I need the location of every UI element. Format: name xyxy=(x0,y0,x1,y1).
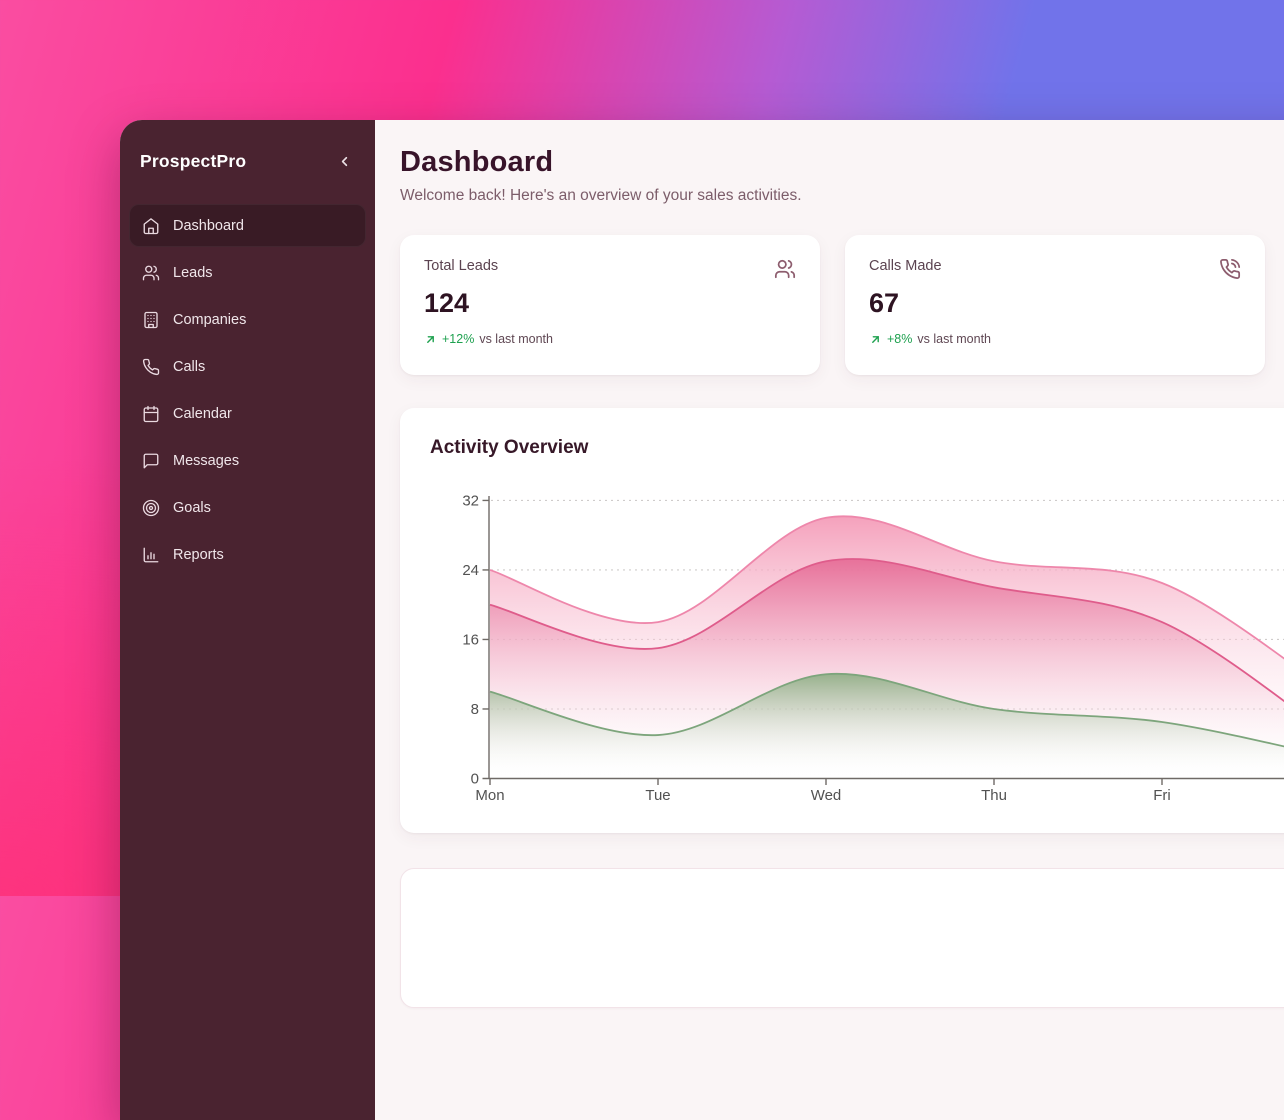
stat-value: 124 xyxy=(424,288,470,318)
x-tick-label: Fri xyxy=(1153,787,1171,804)
y-tick-label: 24 xyxy=(462,562,479,579)
sidebar-header: ProspectPro xyxy=(120,120,375,198)
calendar-icon xyxy=(142,405,160,423)
home-icon xyxy=(142,217,160,235)
y-tick-label: 16 xyxy=(462,631,479,648)
app-window: ProspectPro Dashboard Leads Companies Calls… xyxy=(120,120,1284,1120)
y-tick-label: 0 xyxy=(471,771,479,788)
line-green-area xyxy=(489,672,1284,748)
page-title: Dashboard xyxy=(400,146,554,178)
stat-card-calls-made: Calls Made 67 +8% vs last month xyxy=(845,235,1265,375)
x-tick-label: Wed xyxy=(811,787,842,804)
sidebar-item-companies[interactable]: Companies xyxy=(129,298,366,341)
x-tick-label: Tue xyxy=(645,787,670,804)
line-outer-pink-area xyxy=(489,515,1284,660)
trend-note: vs last month xyxy=(479,332,553,346)
sidebar-item-messages[interactable]: Messages xyxy=(129,439,366,482)
sidebar-item-calendar[interactable]: Calendar xyxy=(129,392,366,435)
x-tick-label: Mon xyxy=(475,787,504,804)
stat-label: Total Leads xyxy=(424,258,499,274)
trend-up-icon xyxy=(424,333,437,346)
sidebar-item-label: Reports xyxy=(173,546,224,563)
activity-overview-card: 0 8 16 24 32 Mon Tue Wed Thu Fri Activity Overvie… xyxy=(400,408,1284,833)
building-icon xyxy=(142,311,160,329)
sidebar-item-dashboard[interactable]: Dashboard xyxy=(129,204,366,247)
sidebar-item-label: Messages xyxy=(173,452,240,469)
activity-chart: 0 8 16 24 32 Mon Tue Wed Thu Fri xyxy=(462,492,1284,804)
sidebar-item-label: Goals xyxy=(173,499,211,516)
sidebar-item-label: Calls xyxy=(173,358,206,375)
sidebar-item-label: Leads xyxy=(173,264,213,281)
stats-row: Total Leads 124 +12% vs last month Calls xyxy=(400,235,1284,375)
x-tick-label: Thu xyxy=(981,787,1007,804)
trend-note: vs last month xyxy=(917,332,992,346)
trend-up-icon xyxy=(869,333,882,346)
sidebar: ProspectPro Dashboard Leads Companies Calls… xyxy=(120,120,375,1120)
y-tick-label: 8 xyxy=(471,701,479,718)
trend-percentage: +12% xyxy=(442,332,475,346)
sidebar-item-goals[interactable]: Goals xyxy=(129,486,366,529)
sidebar-item-calls[interactable]: Calls xyxy=(129,345,366,388)
message-icon xyxy=(142,452,160,470)
chevron-left-icon xyxy=(337,154,352,169)
y-tick-label: 32 xyxy=(462,492,479,509)
sidebar-item-label: Dashboard xyxy=(173,217,244,234)
users-group-icon xyxy=(774,258,796,280)
page-subtitle: Welcome back! Here's an overview of your… xyxy=(400,187,802,204)
chart-title: Activity Overview xyxy=(430,437,589,458)
stat-value: 67 xyxy=(869,288,900,318)
sidebar-item-reports[interactable]: Reports xyxy=(129,533,366,576)
stat-card-total-leads: Total Leads 124 +12% vs last month xyxy=(400,235,820,375)
target-icon xyxy=(142,499,160,517)
users-icon xyxy=(142,264,160,282)
app-logo-text: ProspectPro xyxy=(140,150,247,171)
sidebar-nav: Dashboard Leads Companies Calls Calendar Mess… xyxy=(120,198,375,580)
sidebar-item-label: Calendar xyxy=(173,405,232,422)
area-green-area xyxy=(490,673,1284,779)
bottom-card-partial xyxy=(400,868,1284,1008)
trend-percentage: +8% xyxy=(887,332,913,346)
sidebar-item-label: Companies xyxy=(173,311,247,328)
stat-label: Calls Made xyxy=(869,258,942,274)
collapse-sidebar-button[interactable] xyxy=(333,150,355,172)
phone-call-icon xyxy=(1219,258,1241,280)
line-inner-pink-area xyxy=(489,558,1284,703)
sidebar-item-leads[interactable]: Leads xyxy=(129,251,366,294)
bar-chart-icon xyxy=(142,546,160,564)
main-content: Dashboard Welcome back! Here's an overvi… xyxy=(375,120,1284,1120)
phone-icon xyxy=(142,358,160,376)
